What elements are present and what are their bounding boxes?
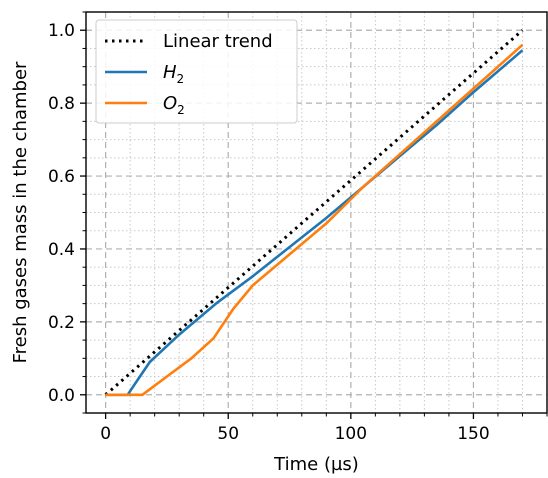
major-grid — [86, 12, 547, 413]
x-axis-label: Time (µs) — [273, 454, 359, 475]
y-tick-label: 0.2 — [48, 313, 75, 333]
x-tick-label: 50 — [217, 424, 239, 444]
tick-labels: 0 50 100 150 0.0 0.2 0.4 0.6 0.8 1.0 — [48, 21, 490, 444]
legend-label-linear-trend: Linear trend — [163, 31, 273, 52]
y-tick-label: 1.0 — [48, 21, 75, 41]
x-tick-label: 100 — [335, 424, 367, 444]
legend-label-h2: H2 — [163, 62, 184, 86]
series-line-o2 — [105, 43, 524, 397]
y-axis-label: Fresh gases mass in the chamber — [10, 61, 31, 363]
x-tick-label: 0 — [100, 424, 111, 444]
legend-label-h2-subscript: 2 — [177, 72, 185, 86]
legend-label-o2-subscript: 2 — [177, 103, 185, 117]
legend-label-h2-base: H — [163, 62, 177, 83]
legend-label-o2-base: O — [163, 93, 177, 114]
ticks — [80, 11, 548, 419]
legend: Linear trend H2 O2 — [95, 19, 298, 124]
series-line-h2 — [105, 49, 524, 397]
y-tick-label: 0.6 — [48, 167, 75, 187]
legend-box — [95, 19, 298, 124]
y-tick-label: 0.4 — [48, 240, 75, 260]
legend-label-o2: O2 — [163, 93, 185, 117]
y-tick-label: 0.8 — [48, 94, 75, 114]
series-line-linear-trend — [104, 29, 524, 396]
x-tick-label: 150 — [457, 424, 489, 444]
y-tick-label: 0.0 — [48, 386, 75, 406]
plot-lines — [104, 29, 524, 397]
